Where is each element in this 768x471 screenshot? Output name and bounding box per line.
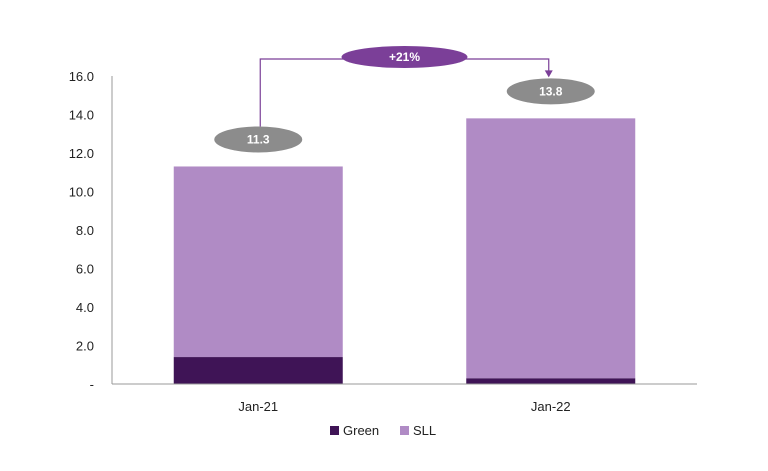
y-tick-label: 10.0 (69, 185, 94, 200)
bar-green-jan-22 (466, 378, 636, 384)
annotations: 11.3 13.8 +21% (214, 46, 595, 153)
arrowhead-icon (544, 70, 553, 78)
total-label: 13.8 (539, 84, 563, 98)
legend: Green SLL (330, 423, 436, 438)
bar-sll-jan-22 (466, 118, 636, 379)
x-axis: Jan-21 Jan-22 (112, 383, 697, 414)
change-connector (259, 58, 550, 127)
bar-green-jan-21 (173, 357, 343, 384)
legend-swatch (330, 426, 339, 435)
legend-swatch (400, 426, 409, 435)
bar-sll-jan-21 (173, 166, 343, 358)
bars (173, 118, 636, 384)
y-tick-label: 8.0 (76, 223, 94, 238)
y-tick-label: - (90, 377, 94, 392)
total-bubble (506, 78, 595, 105)
y-tick-label: 2.0 (76, 339, 94, 354)
y-axis: - 2.0 4.0 6.0 8.0 10.0 12.0 14.0 16.0 (69, 69, 113, 392)
y-tick-label: 4.0 (76, 300, 94, 315)
total-label: 11.3 (247, 132, 270, 146)
change-label: +21% (389, 50, 420, 64)
y-tick-label: 16.0 (69, 69, 94, 84)
y-tick-label: 12.0 (69, 146, 94, 161)
total-bubble (214, 126, 303, 153)
legend-label: SLL (413, 423, 436, 438)
y-tick-label: 14.0 (69, 108, 94, 123)
y-tick-label: 6.0 (76, 262, 94, 277)
x-tick-label: Jan-21 (238, 399, 278, 414)
legend-label: Green (343, 423, 379, 438)
x-tick-label: Jan-22 (531, 399, 571, 414)
change-bubble (341, 46, 468, 68)
